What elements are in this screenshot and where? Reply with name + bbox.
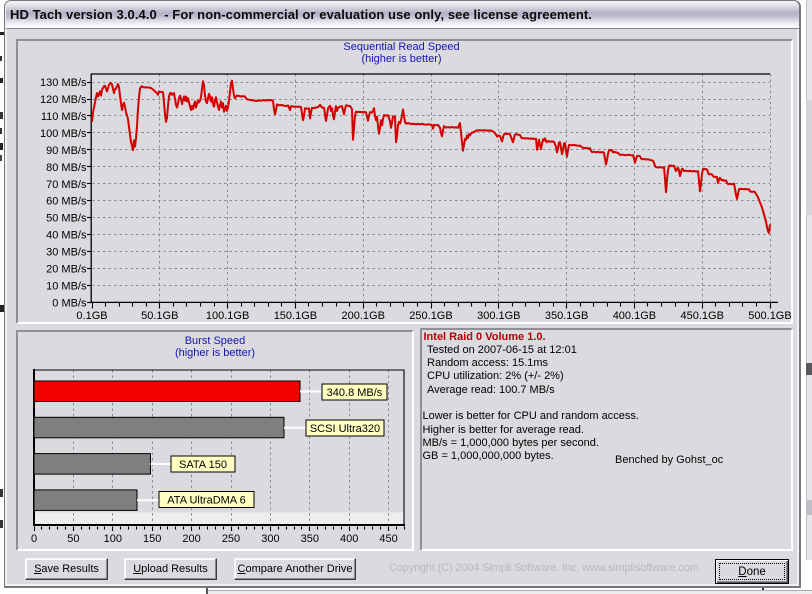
svg-text:150: 150 [143,533,161,545]
svg-text:450: 450 [379,533,397,545]
svg-text:70 MB/s: 70 MB/s [46,179,87,191]
svg-text:SATA 150: SATA 150 [179,459,227,471]
svg-text:110 MB/s: 110 MB/s [41,111,87,123]
svg-text:200.1GB: 200.1GB [341,310,384,322]
svg-text:50.1GB: 50.1GB [141,310,178,322]
svg-text:10 MB/s: 10 MB/s [46,280,87,292]
svg-text:SCSI Ultra320: SCSI Ultra320 [310,423,380,435]
svg-text:400: 400 [340,533,358,545]
svg-text:60 MB/s: 60 MB/s [46,196,87,208]
svg-text:40 MB/s: 40 MB/s [46,230,87,242]
svg-text:250.1GB: 250.1GB [409,310,452,322]
svg-text:350.1GB: 350.1GB [545,310,588,322]
svg-text:0 MB/s: 0 MB/s [52,297,87,309]
svg-text:0.1GB: 0.1GB [76,310,107,322]
svg-text:250: 250 [222,533,240,545]
svg-text:450.1GB: 450.1GB [680,310,723,322]
svg-text:300.1GB: 300.1GB [477,310,520,322]
svg-text:30 MB/s: 30 MB/s [46,247,87,259]
svg-text:200: 200 [182,533,200,545]
svg-text:120 MB/s: 120 MB/s [40,94,87,106]
svg-text:300: 300 [261,533,279,545]
svg-text:50 MB/s: 50 MB/s [46,213,87,225]
svg-text:90 MB/s: 90 MB/s [46,145,87,157]
svg-text:400.1GB: 400.1GB [613,310,656,322]
svg-text:100.1GB: 100.1GB [206,310,249,322]
svg-text:500.1GB: 500.1GB [748,310,791,322]
svg-text:150.1GB: 150.1GB [274,310,317,322]
svg-text:0: 0 [31,533,37,545]
svg-text:350: 350 [301,533,319,545]
svg-text:80 MB/s: 80 MB/s [46,162,87,174]
svg-text:50: 50 [67,533,79,545]
svg-text:ATA UltraDMA 6: ATA UltraDMA 6 [167,495,245,507]
svg-text:340.8 MB/s: 340.8 MB/s [327,387,383,399]
svg-text:100: 100 [104,533,122,545]
svg-text:20 MB/s: 20 MB/s [46,264,87,276]
svg-text:130 MB/s: 130 MB/s [40,77,87,89]
svg-text:100 MB/s: 100 MB/s [40,128,87,140]
